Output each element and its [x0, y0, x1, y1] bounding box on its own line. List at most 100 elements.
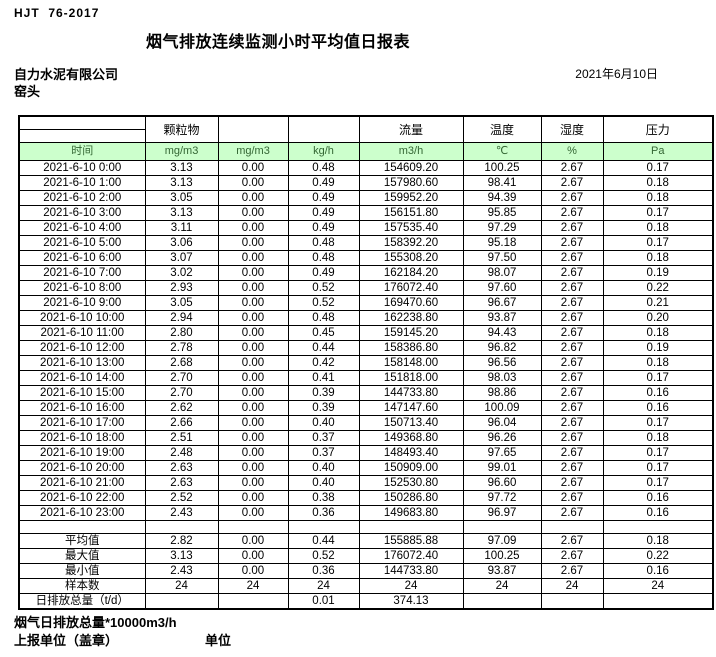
table-row: 2021-6-10 17:00 2.66 0.00 0.40 150713.40 96.0…	[18, 415, 714, 431]
spacer-cell	[462, 520, 542, 534]
value-cell: 96.04	[462, 415, 542, 431]
value-cell: 0.19	[602, 265, 714, 281]
time-cell: 2021-6-10 18:00	[18, 430, 146, 446]
table-row: 2021-6-10 14:00 2.70 0.00 0.41 151818.00 98.0…	[18, 370, 714, 386]
value-cell: 0.44	[287, 340, 360, 356]
time-cell: 2021-6-10 9:00	[18, 295, 146, 311]
time-cell: 2021-6-10 17:00	[18, 415, 146, 431]
value-cell: 0.17	[602, 445, 714, 461]
value-cell: 374.13	[358, 593, 464, 610]
value-cell: 96.60	[462, 475, 542, 491]
value-cell: 97.29	[462, 220, 542, 236]
value-cell: 2.67	[540, 340, 604, 356]
value-cell: 2.67	[540, 160, 604, 176]
value-cell: 158148.00	[358, 355, 464, 371]
value-cell: 2.94	[144, 310, 219, 326]
value-cell: 0.17	[602, 160, 714, 176]
value-cell: 0.00	[217, 265, 289, 281]
value-cell: 2.67	[540, 505, 604, 521]
page-title: 烟气排放连续监测小时平均值日报表	[146, 34, 411, 51]
table-row: 2021-6-10 11:00 2.80 0.00 0.45 159145.20 94.4…	[18, 325, 714, 341]
value-cell: 0.39	[287, 400, 360, 416]
table-row: 2021-6-10 0:00 3.13 0.00 0.48 154609.20 100.2…	[18, 160, 714, 176]
value-cell: 152530.80	[358, 475, 464, 491]
value-cell: 0.00	[217, 175, 289, 191]
value-cell: 98.86	[462, 385, 542, 401]
value-cell: 2.67	[540, 385, 604, 401]
monitoring-point-name: 窑头	[14, 84, 41, 99]
value-cell: 148493.40	[358, 445, 464, 461]
value-cell: 2.67	[540, 563, 604, 579]
spacer-row	[18, 520, 714, 534]
value-cell	[462, 593, 542, 610]
value-cell	[540, 593, 604, 610]
unit-mg-m3-1: mg/m3	[144, 142, 219, 161]
value-cell: 3.13	[144, 175, 219, 191]
value-cell: 2.67	[540, 190, 604, 206]
value-cell: 2.67	[540, 460, 604, 476]
time-cell: 2021-6-10 16:00	[18, 400, 146, 416]
value-cell: 2.68	[144, 355, 219, 371]
unit-kg-h: kg/h	[287, 142, 360, 161]
value-cell: 150286.80	[358, 490, 464, 506]
value-cell: 2.63	[144, 460, 219, 476]
value-cell: 0.52	[287, 295, 360, 311]
value-cell: 24	[144, 578, 219, 594]
value-cell: 97.50	[462, 250, 542, 266]
table-row: 2021-6-10 2:00 3.05 0.00 0.49 159952.20 94.39…	[18, 190, 714, 206]
value-cell: 156151.80	[358, 205, 464, 221]
value-cell: 2.67	[540, 490, 604, 506]
value-cell: 0.00	[217, 385, 289, 401]
value-cell: 0.16	[602, 505, 714, 521]
col-header-particulate: 颗粒物	[144, 115, 219, 143]
unit-mg-m3-2: mg/m3	[217, 142, 289, 161]
value-cell: 96.97	[462, 505, 542, 521]
value-cell: 24	[540, 578, 604, 594]
value-cell: 2.67	[540, 355, 604, 371]
value-cell: 2.67	[540, 325, 604, 341]
value-cell: 0.00	[217, 220, 289, 236]
value-cell: 162184.20	[358, 265, 464, 281]
value-cell: 2.67	[540, 415, 604, 431]
table-row: 2021-6-10 5:00 3.06 0.00 0.48 158392.20 95.18…	[18, 235, 714, 251]
spacer-cell	[144, 520, 219, 534]
value-cell: 0.41	[287, 370, 360, 386]
value-cell: 0.00	[217, 160, 289, 176]
time-header-top-cell	[18, 115, 146, 130]
report-date: 2021年6月10日	[575, 67, 658, 81]
value-cell: 157535.40	[358, 220, 464, 236]
time-cell: 2021-6-10 14:00	[18, 370, 146, 386]
time-cell: 2021-6-10 21:00	[18, 475, 146, 491]
value-cell: 2.48	[144, 445, 219, 461]
time-cell: 2021-6-10 5:00	[18, 235, 146, 251]
value-cell: 157980.60	[358, 175, 464, 191]
value-cell: 159952.20	[358, 190, 464, 206]
unit-m3-h: m3/h	[358, 142, 464, 161]
value-cell: 3.05	[144, 190, 219, 206]
value-cell: 2.51	[144, 430, 219, 446]
value-cell: 0.16	[602, 563, 714, 579]
value-cell: 158392.20	[358, 235, 464, 251]
time-cell: 2021-6-10 1:00	[18, 175, 146, 191]
value-cell: 98.07	[462, 265, 542, 281]
value-cell: 0.00	[217, 280, 289, 296]
summary-label-cell: 最大值	[18, 548, 146, 564]
value-cell: 0.17	[602, 205, 714, 221]
value-cell: 2.52	[144, 490, 219, 506]
table-row: 2021-6-10 23:00 2.43 0.00 0.36 149683.80 96.9…	[18, 505, 714, 521]
reporting-unit-label: 上报单位（盖章）	[14, 633, 119, 648]
value-cell: 0.49	[287, 175, 360, 191]
table-row: 2021-6-10 12:00 2.78 0.00 0.44 158386.80 96.8…	[18, 340, 714, 356]
col-header-temperature: 温度	[462, 115, 542, 143]
value-cell: 3.06	[144, 235, 219, 251]
group-header-row: 颗粒物 流量 温度 湿度 压力	[18, 115, 714, 143]
value-cell: 154609.20	[358, 160, 464, 176]
time-cell: 2021-6-10 6:00	[18, 250, 146, 266]
value-cell: 0.40	[287, 460, 360, 476]
value-cell	[217, 593, 289, 610]
value-cell: 2.63	[144, 475, 219, 491]
company-name: 自力水泥有限公司	[14, 67, 119, 82]
value-cell: 150909.00	[358, 460, 464, 476]
value-cell: 2.67	[540, 205, 604, 221]
value-cell: 0.48	[287, 310, 360, 326]
